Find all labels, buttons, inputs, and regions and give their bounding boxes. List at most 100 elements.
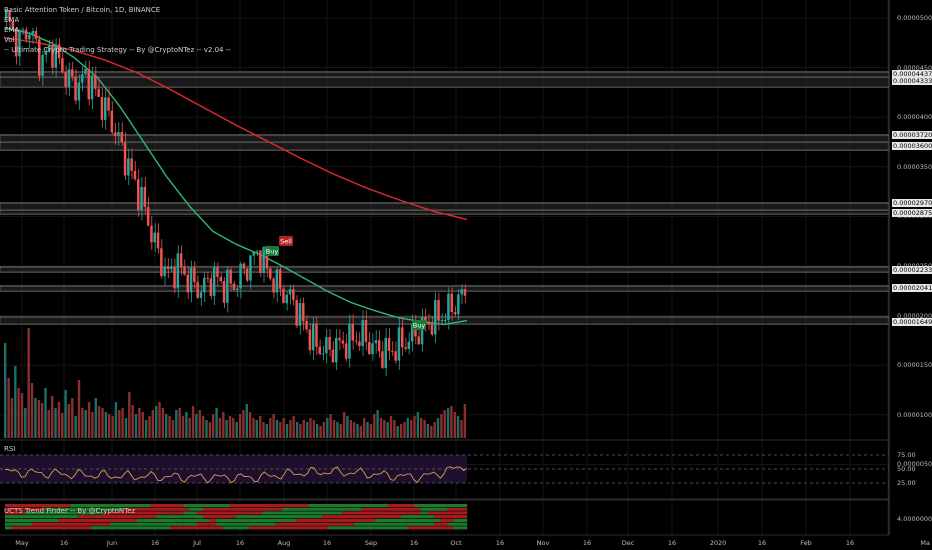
trend-cell — [308, 522, 316, 526]
ema-legend-2[interactable]: EMA — [4, 26, 20, 34]
volume-bar — [420, 418, 423, 438]
trend-cell — [130, 507, 138, 511]
trend-cell — [90, 504, 98, 508]
trend-cell — [308, 507, 316, 511]
candle — [209, 278, 213, 296]
trend-cell — [361, 515, 369, 519]
trend-cell — [420, 526, 428, 530]
volume-bars — [4, 328, 466, 438]
trend-cell — [354, 511, 362, 515]
volume-bar — [456, 416, 460, 438]
trend-cell — [163, 504, 171, 508]
strategy-legend[interactable]: -- Ultimate Crypto Trading Strategy -- B… — [4, 46, 231, 54]
symbol-title[interactable]: Basic Attention Token / Bitcoin, 1D, BIN… — [4, 6, 161, 14]
candle — [5, 10, 8, 18]
trend-cell — [150, 526, 157, 530]
sr-zone-fill — [0, 143, 889, 150]
trend-cell — [249, 511, 256, 515]
trend-cell — [163, 515, 171, 519]
trend-cell — [137, 522, 144, 526]
trend-cell — [368, 522, 375, 526]
ema-legend-1[interactable]: EMA — [4, 16, 20, 24]
trend-cell — [414, 518, 421, 522]
ema-slow-line — [4, 37, 468, 221]
signal-buy-label: Buy — [266, 248, 279, 256]
candle — [8, 10, 11, 22]
date-axis-label: May — [15, 539, 29, 547]
trend-cell — [262, 522, 270, 526]
volume-bar — [463, 404, 466, 438]
volume-bar — [436, 418, 440, 438]
trend-finder-label[interactable]: UCTS Trend Finder -- By @CryptoNTez — [4, 507, 136, 515]
trend-cell — [420, 518, 428, 522]
trend-cell — [123, 522, 131, 526]
trend-cell — [249, 518, 256, 522]
volume-bar — [171, 420, 175, 438]
trend-cell — [236, 526, 243, 530]
trend-cell — [427, 518, 435, 522]
volume-bar — [44, 388, 47, 438]
trend-cell — [460, 504, 468, 508]
trend-cell — [229, 522, 237, 526]
trend-cell — [387, 522, 395, 526]
trend-cell — [189, 526, 197, 530]
trend-cell — [110, 522, 118, 526]
trend-cell — [434, 522, 441, 526]
rsi-label[interactable]: RSI — [4, 445, 16, 453]
trend-cell — [374, 511, 382, 515]
trend-cell — [64, 518, 72, 522]
date-axis-label: 16 — [409, 539, 419, 547]
vol-legend[interactable]: Vol — [4, 36, 15, 44]
volume-bar — [94, 398, 97, 438]
trend-cell — [242, 515, 250, 519]
trend-cell — [275, 515, 283, 519]
trend-cell — [183, 504, 190, 508]
candle — [150, 225, 153, 243]
volume-bar — [410, 420, 413, 438]
candle — [100, 96, 104, 120]
trend-cell — [434, 526, 441, 530]
trend-cell — [71, 522, 78, 526]
candle — [38, 39, 41, 76]
trend-cell — [394, 526, 402, 530]
candle — [249, 255, 252, 281]
trend-cell — [130, 526, 138, 530]
trend-cell — [156, 518, 164, 522]
trend-cell — [57, 522, 65, 526]
candle — [28, 34, 31, 40]
candle — [450, 293, 453, 312]
date-axis-label: 16 — [667, 539, 677, 547]
candle — [351, 323, 354, 341]
volume-bar — [47, 410, 50, 438]
trend-cell — [236, 507, 243, 511]
signal-buy-marker — [412, 320, 426, 330]
trend-cell — [295, 526, 303, 530]
candle — [216, 266, 219, 277]
candle — [163, 266, 166, 277]
trend-cell — [460, 511, 468, 515]
trend-cell — [183, 507, 190, 511]
trend-cell — [447, 515, 454, 519]
trend-cell — [453, 504, 461, 508]
candle — [104, 97, 107, 120]
trend-cell — [71, 507, 78, 511]
trend-cell — [5, 522, 12, 526]
candle — [420, 317, 424, 345]
trend-cell — [407, 504, 415, 508]
trend-cell — [460, 518, 468, 522]
trend-cell — [288, 522, 296, 526]
trend-cell — [64, 504, 72, 508]
candle — [236, 288, 239, 290]
trend-cell — [321, 511, 329, 515]
volume-bar — [218, 418, 222, 438]
trend-cell — [176, 504, 184, 508]
volume-bar — [144, 420, 148, 438]
trend-cell — [77, 515, 85, 519]
trend-cell — [38, 522, 45, 526]
volume-bar — [51, 396, 54, 438]
trend-cell — [216, 518, 223, 522]
volume-bar — [242, 410, 245, 438]
trend-cell — [414, 507, 421, 511]
